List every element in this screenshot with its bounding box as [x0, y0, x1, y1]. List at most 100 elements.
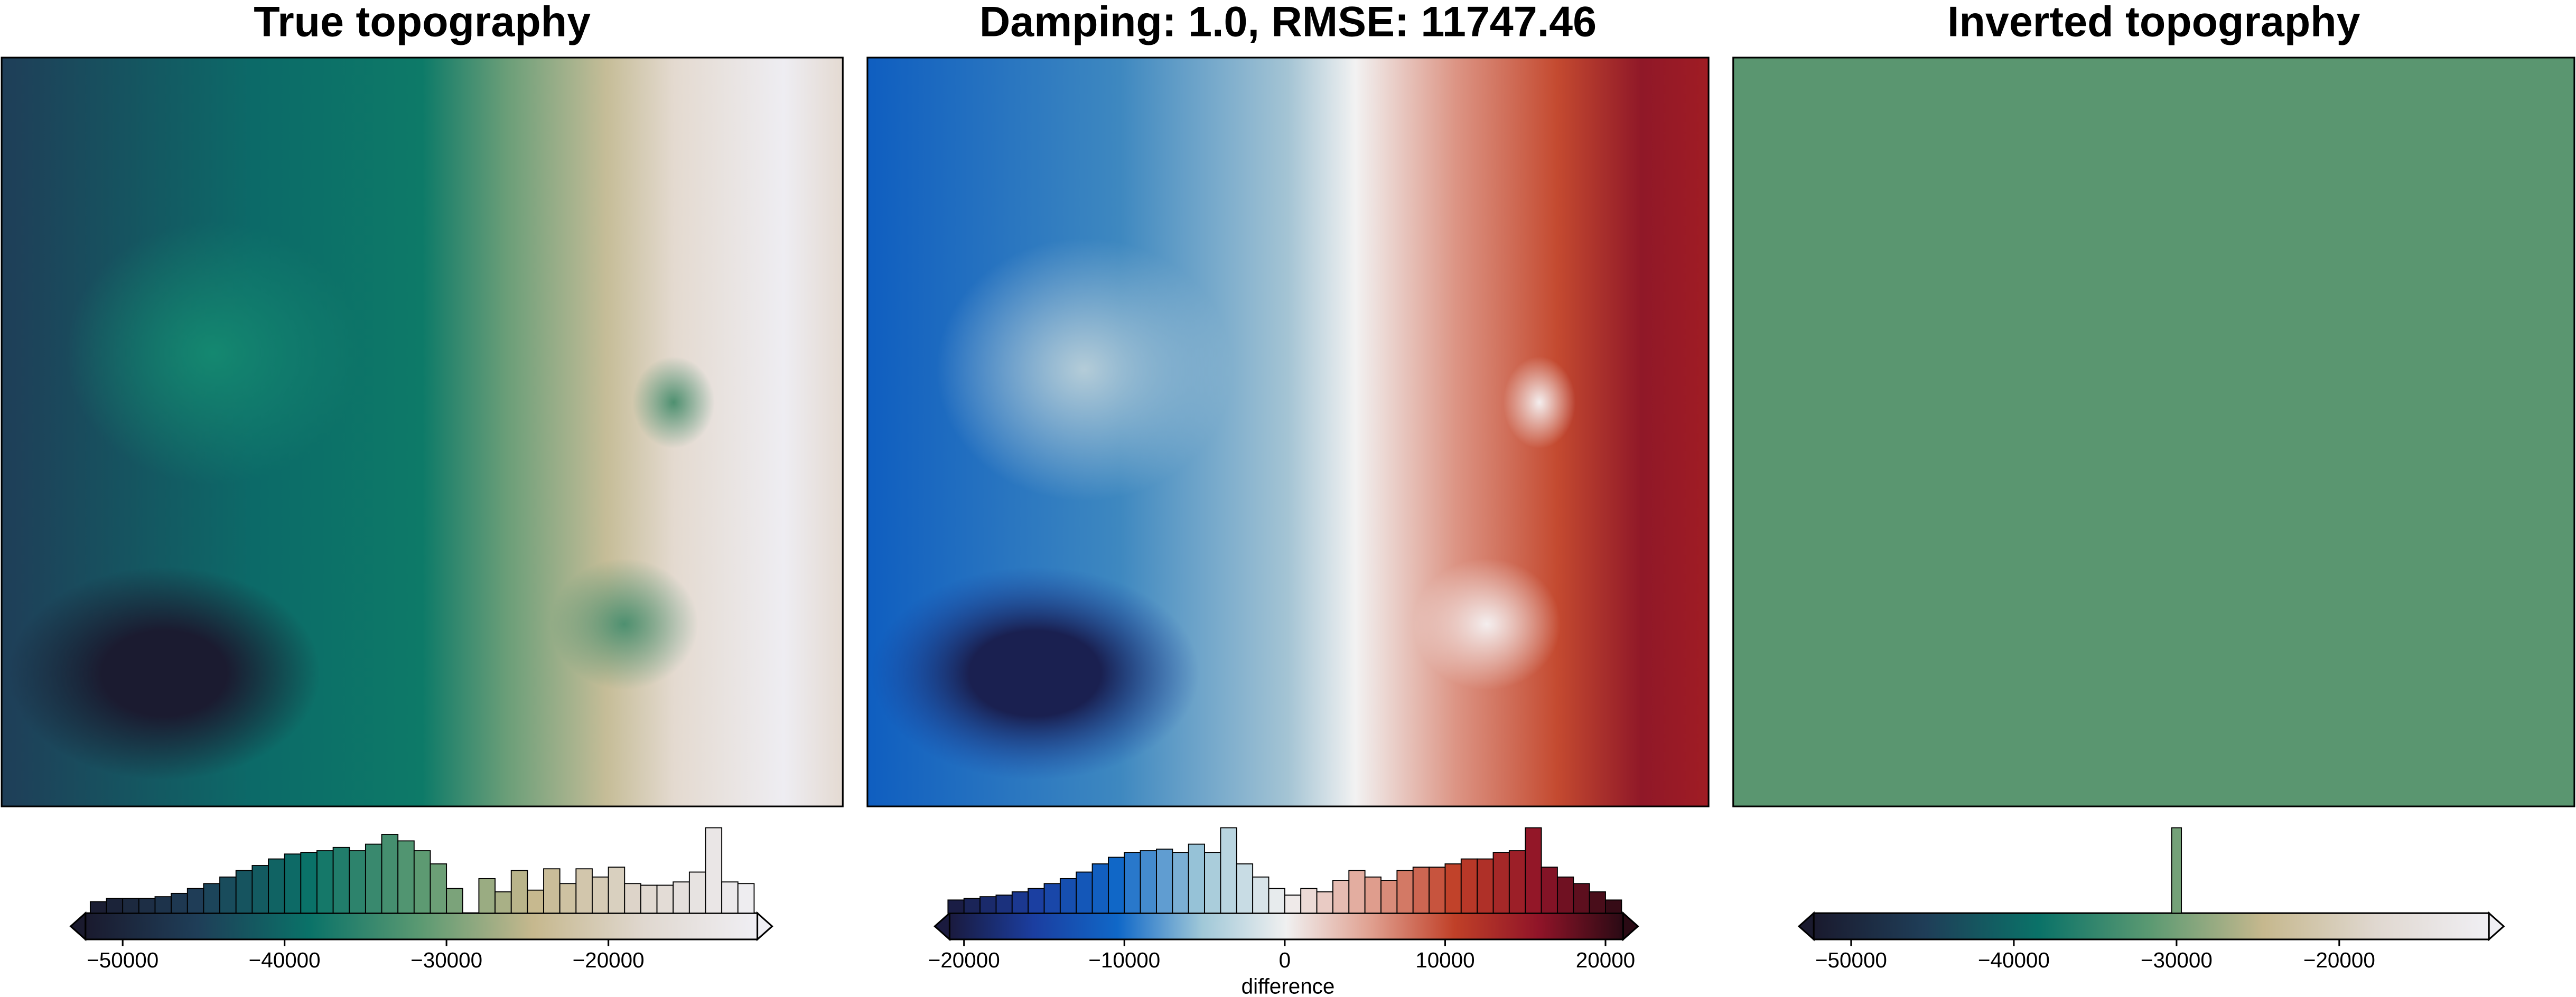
histogram-bar [1541, 867, 1558, 914]
x-axis-label: difference [1242, 974, 1335, 997]
map-difference [866, 57, 1710, 807]
histogram-bar [430, 863, 447, 914]
histogram-bar [1525, 827, 1542, 914]
histogram-bar [656, 885, 674, 914]
histogram-bar [1140, 850, 1157, 914]
histogram-bar [1429, 867, 1446, 914]
histogram-bar [1252, 876, 1270, 914]
x-tick-label: −20000 [2303, 948, 2375, 972]
histogram-bar [1364, 876, 1382, 914]
histogram-bar [543, 868, 561, 914]
histogram-bar [737, 883, 755, 914]
histogram-bar [1124, 852, 1141, 914]
colorbar-extend-low [1797, 911, 1815, 942]
histogram-bar [1268, 888, 1285, 914]
x-tick-label: 10000 [1415, 948, 1474, 972]
histogram-bar [721, 881, 739, 914]
histogram-bar [154, 896, 172, 914]
x-tick-label: −30000 [410, 948, 482, 972]
histogram-bar [559, 883, 577, 914]
histogram-bar [1028, 888, 1045, 914]
histogram-bar [979, 896, 997, 914]
histogram-bar [1605, 899, 1622, 914]
chart-title: Damping: 1.0, RMSE: 11747.46 [979, 0, 1597, 46]
histogram-bar [494, 891, 512, 914]
x-tick-label: 20000 [1576, 948, 1635, 972]
x-tick-label: −20000 [573, 948, 645, 972]
colorbar [85, 912, 759, 940]
chart-title: Inverted topography [1947, 0, 2360, 46]
histogram-bar [1300, 888, 1318, 914]
histogram-bar [1556, 876, 1574, 914]
histogram-bar [1188, 843, 1206, 914]
histogram-bar [592, 876, 609, 914]
histogram-bar [332, 846, 350, 914]
histogram-bar [478, 878, 496, 914]
x-tick-label: −40000 [1978, 948, 2050, 972]
histogram-bar [1156, 848, 1173, 914]
histogram-bar [300, 852, 318, 914]
histogram-bar [1396, 870, 1414, 914]
histogram-bar [446, 888, 463, 914]
histogram-bar [413, 850, 431, 914]
histogram-bar [705, 827, 723, 914]
histogram-bar [1589, 891, 1606, 914]
colorbar [1813, 912, 2490, 940]
histogram-bar [284, 853, 302, 914]
colorbar-extend-high [2488, 911, 2505, 942]
histogram-bar [186, 888, 204, 914]
histogram-bar [1380, 880, 1398, 914]
histogram-bar [171, 892, 188, 914]
histogram-bar [316, 850, 334, 914]
histogram-bar [235, 870, 253, 914]
x-tick-label: −30000 [2141, 948, 2213, 972]
colorbar-extend-low [69, 911, 87, 942]
histogram-bar [365, 843, 382, 914]
histogram-bar [673, 881, 690, 914]
histogram-bar [1412, 867, 1430, 914]
histogram-bar [1172, 852, 1189, 914]
colorbar [948, 912, 1624, 940]
histogram-bar [1573, 883, 1590, 914]
histogram-bar [1076, 871, 1093, 914]
histogram-bar [1043, 883, 1061, 914]
histogram-bar [106, 898, 124, 914]
histogram-bar [1348, 870, 1366, 914]
histogram-bar [640, 885, 658, 914]
chart-title: True topography [254, 0, 591, 46]
colorbar-extend-high [1622, 911, 1639, 942]
colorbar-extend-high [757, 911, 773, 942]
histogram-bar [381, 833, 399, 914]
histogram-bar [1444, 863, 1462, 914]
x-tick-label: −20000 [928, 948, 1000, 972]
histogram-bar [510, 870, 528, 914]
x-tick-label: −50000 [87, 948, 158, 972]
histogram-bar [608, 867, 626, 914]
histogram-bar [1236, 863, 1254, 914]
map-true [1, 57, 844, 807]
histogram-bar [2171, 827, 2182, 914]
x-tick-label: −50000 [1815, 948, 1887, 972]
histogram-bar [138, 898, 156, 914]
histogram-bar [1204, 852, 1221, 914]
histogram-bar [1011, 891, 1029, 914]
x-tick-label: −10000 [1088, 948, 1160, 972]
histogram-bar [1316, 891, 1333, 914]
histogram-bar [219, 876, 237, 914]
histogram-bar [947, 899, 965, 914]
histogram-bar [995, 895, 1013, 914]
x-tick-label: 0 [1279, 948, 1291, 972]
histogram-bar [349, 850, 366, 914]
histogram-bar [1332, 880, 1350, 914]
histogram-bar [397, 840, 415, 914]
histogram-bar [1477, 858, 1494, 914]
x-tick-label: −40000 [249, 948, 321, 972]
colorbar-extend-low [934, 911, 950, 942]
histogram-bar [122, 898, 139, 914]
histogram-bar [1107, 857, 1125, 914]
histogram-bar [688, 871, 706, 914]
histogram-bar [203, 883, 221, 914]
histogram-bar [1508, 850, 1526, 914]
